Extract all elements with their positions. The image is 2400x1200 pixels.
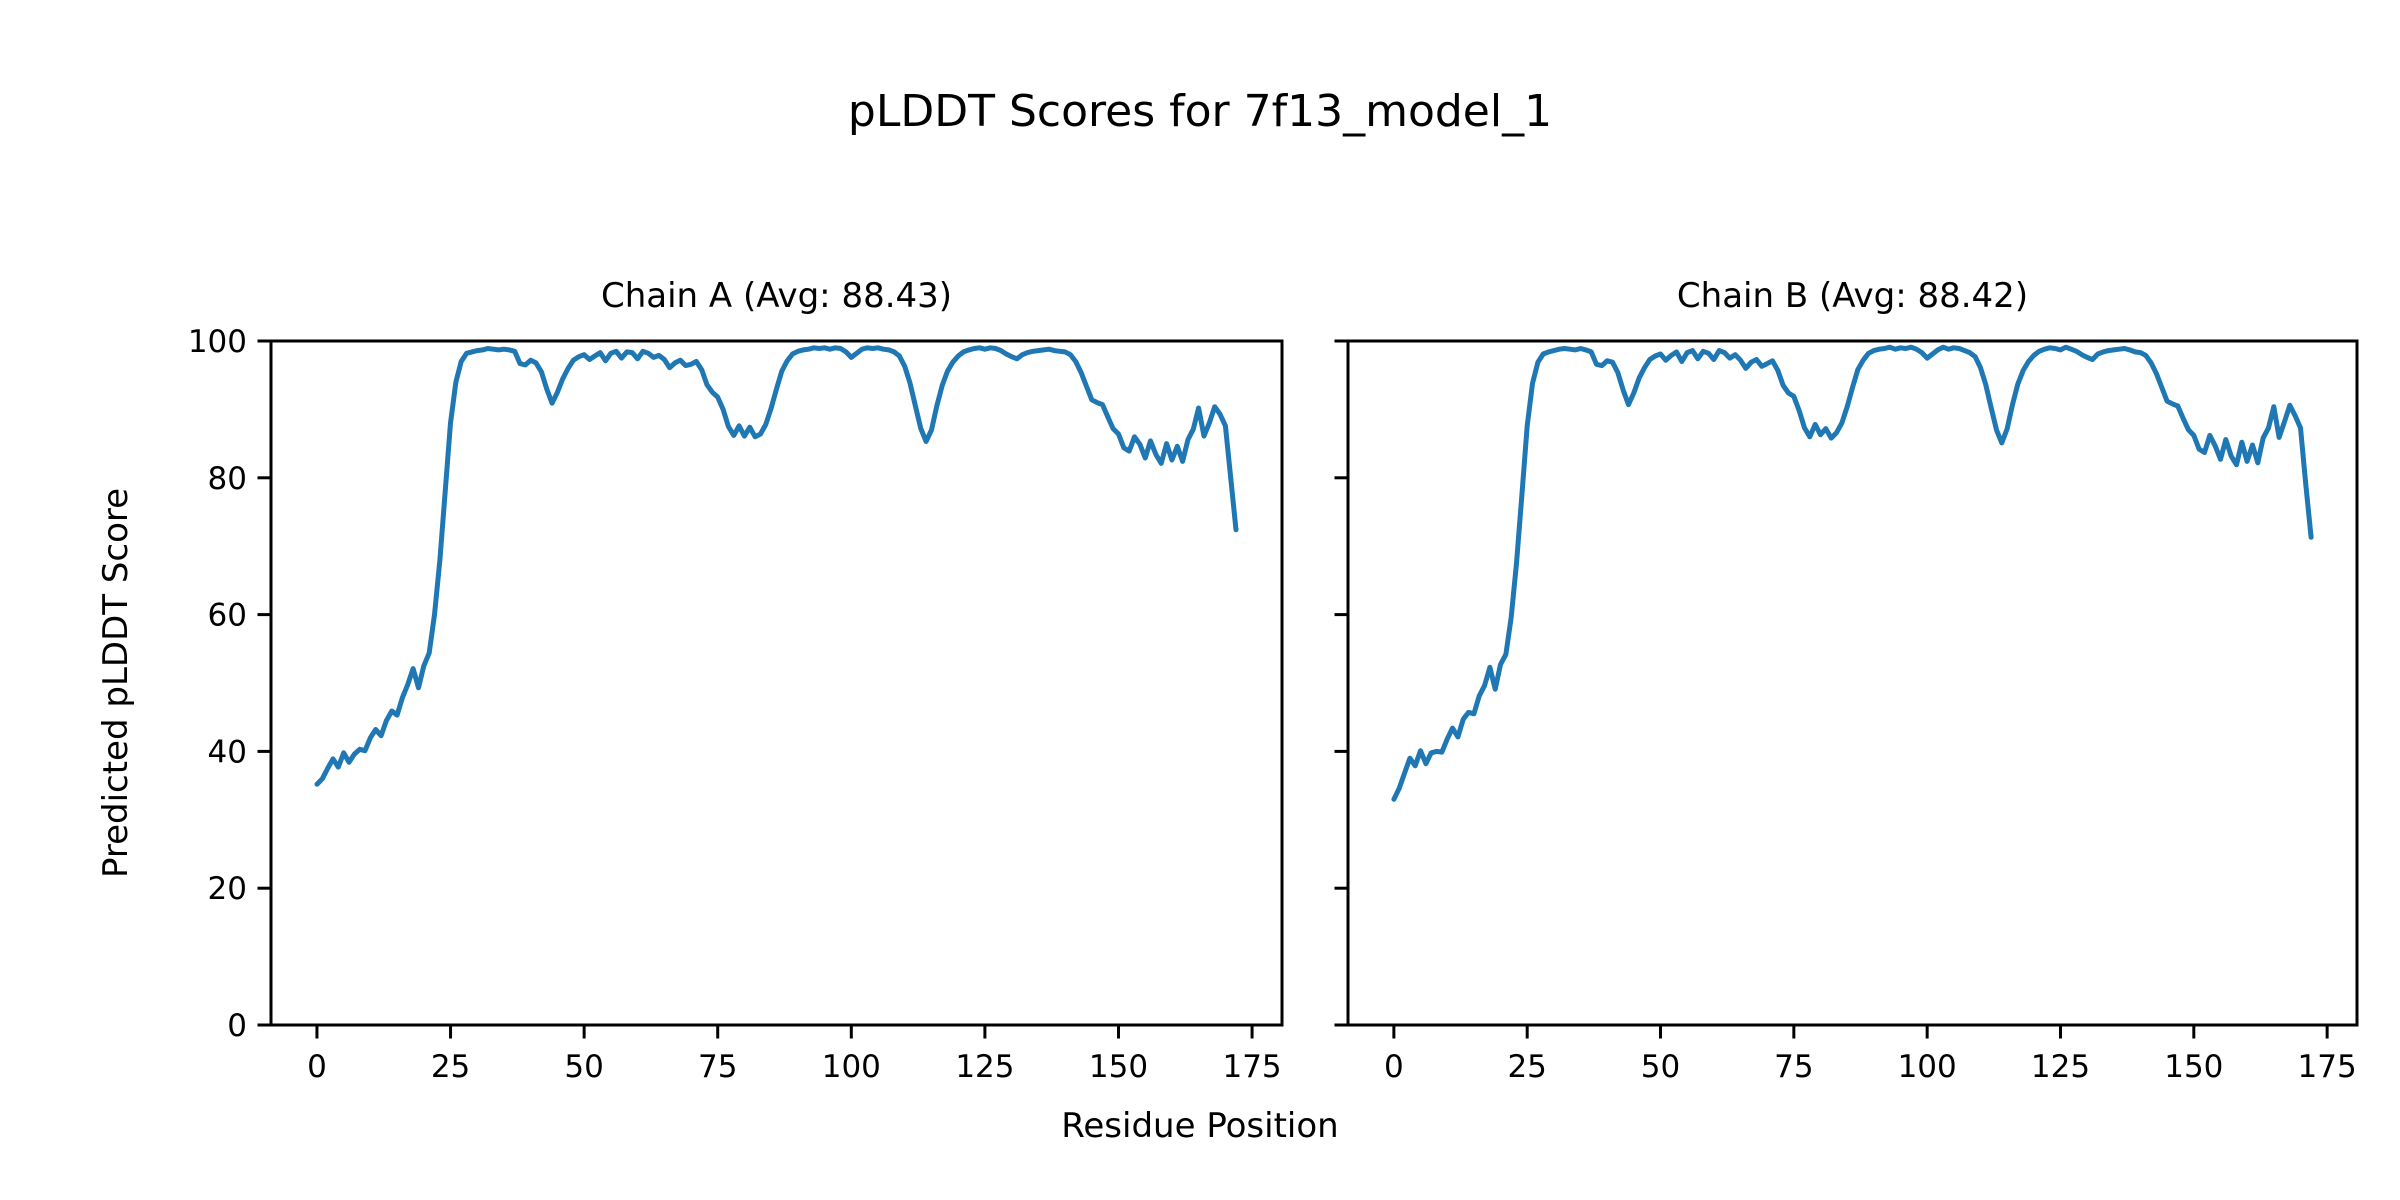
x-tick-label: 0: [1384, 1049, 1404, 1085]
subplot-title-chain-b: Chain B (Avg: 88.42): [1676, 276, 2029, 316]
y-tick-label: 20: [208, 871, 247, 907]
x-tick-label: 25: [1507, 1049, 1546, 1085]
x-tick-label: 125: [2031, 1049, 2090, 1085]
x-tick-label: 100: [822, 1049, 881, 1085]
plot-frame-chain-b: [1346, 339, 2359, 1027]
y-tick-label: 40: [208, 734, 247, 770]
y-tick-label: 80: [208, 461, 247, 497]
x-tick-label: 125: [955, 1049, 1014, 1085]
x-tick-label: 25: [431, 1049, 470, 1085]
x-tick-label: 175: [1222, 1049, 1281, 1085]
x-axis-label: Residue Position: [1061, 1106, 1339, 1146]
y-tick-label: 100: [188, 324, 247, 360]
x-tick-label: 100: [1898, 1049, 1957, 1085]
y-tick-label: 0: [227, 1008, 247, 1044]
x-tick-label: 75: [1774, 1049, 1813, 1085]
x-tick-label: 75: [698, 1049, 737, 1085]
x-tick-label: 175: [2298, 1049, 2357, 1085]
x-tick-label: 50: [1641, 1049, 1680, 1085]
plot-frame-chain-a: [269, 339, 1284, 1027]
x-tick-label: 150: [2164, 1049, 2223, 1085]
figure-title: pLDDT Scores for 7f13_model_1: [847, 86, 1553, 137]
x-tick-label: 0: [307, 1049, 327, 1085]
x-tick-label: 150: [1089, 1049, 1148, 1085]
x-tick-label: 50: [564, 1049, 603, 1085]
subplot-title-chain-a: Chain A (Avg: 88.43): [600, 276, 953, 316]
plddt-line-chain-a: [314, 345, 1239, 787]
y-tick-label: 60: [208, 598, 247, 634]
plddt-line-chain-b: [1391, 344, 2314, 802]
